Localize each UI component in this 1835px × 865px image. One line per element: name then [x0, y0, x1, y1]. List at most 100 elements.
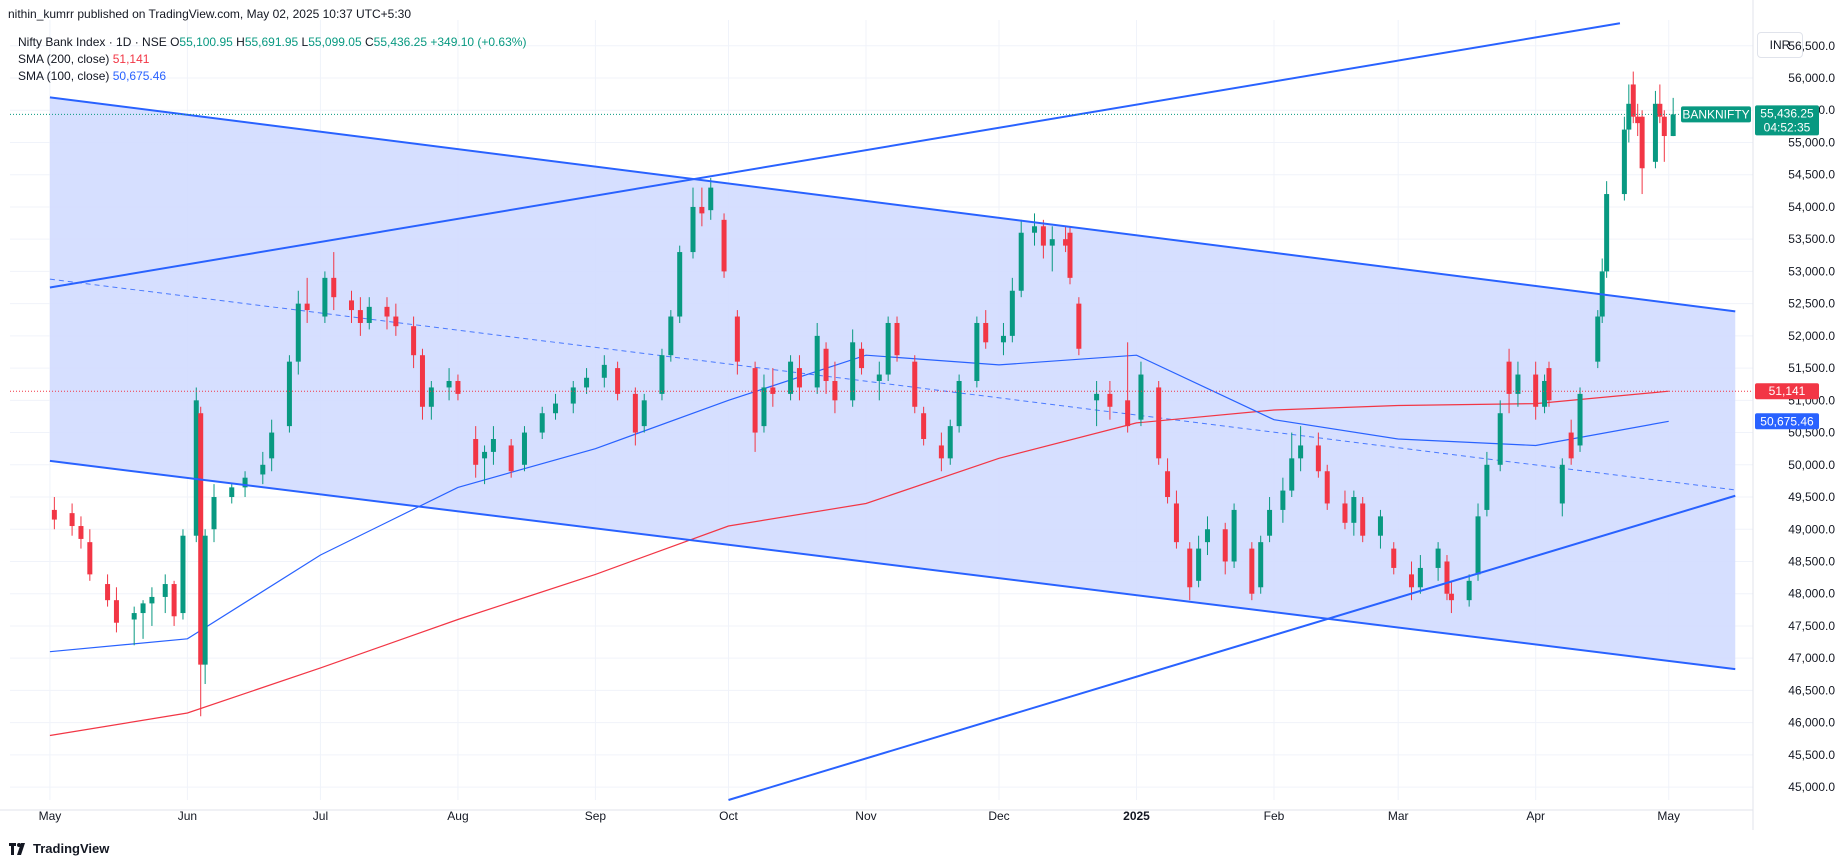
candle-body: [1417, 567, 1423, 588]
currency-button[interactable]: INR: [1757, 32, 1803, 58]
candle-body: [876, 374, 882, 381]
candle-body: [1196, 548, 1202, 581]
y-tick-label: 49,000.00: [1788, 522, 1835, 536]
y-tick-label: 45,000.00: [1788, 780, 1835, 794]
candle-body: [690, 206, 696, 253]
candle-body: [1577, 393, 1583, 446]
candle-body: [1542, 380, 1548, 407]
candle-body: [1204, 529, 1210, 543]
candle-body: [286, 361, 292, 427]
candle-body: [1435, 548, 1441, 568]
candle-body: [850, 342, 856, 401]
candle-body: [357, 310, 363, 323]
low-value: 55,099.05: [308, 35, 362, 49]
y-tick-label: 47,000.00: [1788, 651, 1835, 665]
candle-body: [1621, 129, 1627, 195]
candle-body: [1466, 580, 1472, 601]
y-tick-label: 54,500.00: [1788, 168, 1835, 182]
candle-body: [473, 439, 479, 465]
candle-body: [1067, 232, 1073, 278]
x-tick-label: Apr: [1526, 809, 1545, 823]
candle-body: [260, 464, 266, 475]
candle-body: [1231, 509, 1237, 562]
candle-body: [1444, 561, 1450, 594]
brand-name: TradingView: [33, 841, 110, 856]
candle-body: [956, 380, 962, 427]
candle-body: [974, 322, 980, 381]
candle-body: [1635, 116, 1641, 124]
candle-body: [1315, 445, 1321, 472]
candle-body: [570, 387, 576, 404]
candle-body: [1280, 490, 1286, 510]
candle-body: [1559, 464, 1565, 504]
candle-body: [601, 364, 607, 378]
x-tick-label: Jun: [178, 809, 197, 823]
rising-trendline-upper: [49, 22, 1621, 289]
symbol-label: Nifty Bank Index · 1D · NSE: [18, 35, 167, 49]
x-tick-label: Dec: [988, 809, 1009, 823]
candle-body: [193, 400, 199, 536]
channel-midline: [49, 278, 1736, 491]
candle-body: [584, 377, 590, 388]
sma100-tag-text: 50,675.46: [1760, 414, 1814, 428]
x-tick-label: Nov: [855, 809, 876, 823]
y-tick-label: 46,000.00: [1788, 716, 1835, 730]
candle-body: [1009, 290, 1015, 336]
candle-body: [171, 584, 177, 617]
x-tick-label: Mar: [1388, 809, 1409, 823]
candle-body: [1351, 497, 1357, 523]
ohlc-legend-row[interactable]: Nifty Bank Index · 1D · NSE O55,100.95 H…: [18, 34, 526, 51]
candle-body: [366, 306, 372, 323]
candle-body: [131, 613, 137, 620]
candle-body: [539, 413, 545, 433]
candle-body: [1360, 503, 1366, 536]
candle-body: [1049, 239, 1055, 246]
candle-body: [1222, 529, 1228, 562]
candle-body: [428, 387, 434, 407]
candle-body: [521, 432, 527, 465]
candle-body: [411, 326, 417, 356]
tradingview-logo[interactable]: TradingView: [9, 841, 109, 856]
candle-body: [1408, 574, 1414, 588]
candle-body: [761, 387, 767, 427]
last-price-tag-text: 55,436.25: [1760, 106, 1814, 120]
candle-body: [211, 497, 217, 530]
candle-body: [419, 355, 425, 407]
candle-body: [1546, 368, 1552, 401]
candle-body: [1267, 509, 1273, 536]
sma200-tag-text: 51,141: [1769, 384, 1806, 398]
x-tick-label: May: [39, 809, 62, 823]
candle-body: [1324, 471, 1330, 504]
sma100-value: 50,675.46: [112, 69, 167, 83]
sma100-line: [49, 354, 1669, 653]
candle-body: [1258, 542, 1264, 588]
x-tick-label: 2025: [1123, 809, 1150, 823]
candle-body: [823, 348, 829, 381]
candle-body: [983, 322, 989, 343]
candle-body: [508, 445, 514, 472]
y-tick-label: 48,000.00: [1788, 587, 1835, 601]
y-tick-label: 45,500.00: [1788, 748, 1835, 762]
candle-body: [1173, 503, 1179, 543]
sma100-legend-row[interactable]: SMA (100, close) 50,675.46: [18, 68, 526, 85]
symbol-tag-text: BANKNIFTY: [1682, 107, 1749, 121]
candle-body: [162, 584, 168, 597]
y-tick-label: 52,500.00: [1788, 297, 1835, 311]
candle-body: [677, 252, 683, 317]
sma200-legend-row[interactable]: SMA (200, close) 51,141: [18, 51, 526, 68]
candle-body: [1484, 464, 1490, 510]
candle-body: [1063, 239, 1069, 246]
candle-body: [269, 432, 275, 459]
parallel-channel-fill: [49, 97, 1736, 670]
tradingview-logo-icon: [9, 842, 25, 855]
candle-body: [295, 303, 301, 362]
candle-body: [859, 348, 865, 369]
candle-body: [708, 187, 714, 211]
candle-body: [455, 380, 461, 394]
candle-body: [752, 368, 758, 433]
sma200-line: [49, 390, 1669, 737]
candle-body: [1604, 194, 1610, 272]
high-key: H: [236, 35, 245, 49]
x-tick-label: Sep: [585, 809, 607, 823]
